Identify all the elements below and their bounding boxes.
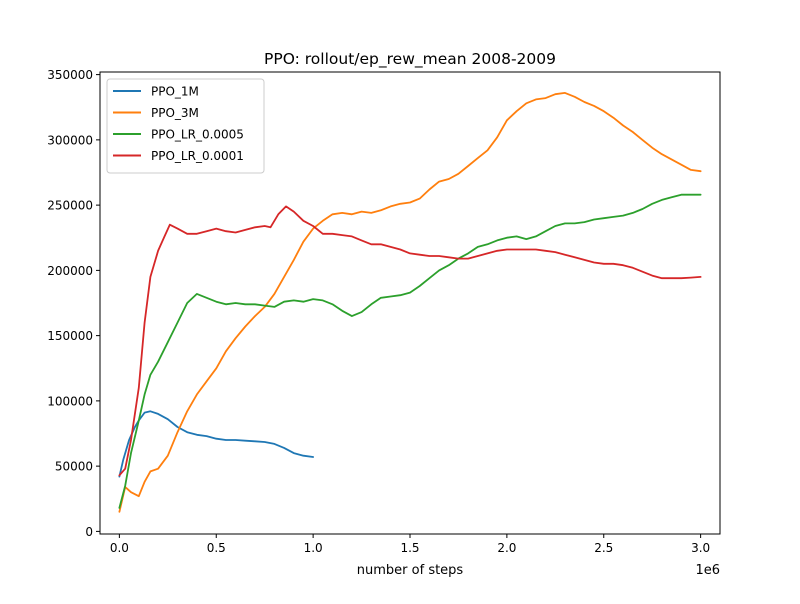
x-tick-label: 1.5	[400, 541, 419, 555]
x-tick-label: 0.0	[110, 541, 129, 555]
series-line-3	[118, 193, 702, 509]
legend-label: PPO_1M	[151, 85, 199, 99]
y-tick-label: 250000	[47, 199, 93, 213]
series-line-4	[118, 205, 702, 477]
x-tick-label: 2.0	[497, 541, 516, 555]
chart-title: PPO: rollout/ep_rew_mean 2008-2009	[264, 50, 556, 69]
x-tick-label: 0.5	[207, 541, 226, 555]
axes: 0.0 0.5 1.0 1.5 2.0 2.5 3.0 0 50000 100000 150000 2…	[47, 68, 710, 555]
y-tick-label: 150000	[47, 329, 93, 343]
y-tick-label: 300000	[47, 133, 93, 147]
series-line-2	[118, 92, 702, 513]
x-tick-label: 1.0	[304, 541, 323, 555]
axes-frame	[99, 71, 721, 535]
x-tick-label: 2.5	[594, 541, 613, 555]
x-axis-label: number of steps	[357, 563, 464, 578]
legend-label: PPO_LR_0.0001	[151, 149, 244, 163]
legend: PPO_1M PPO_3M PPO_LR_0.0005 PPO_LR_0.0001	[106, 78, 265, 174]
x-tick-label: 3.0	[691, 541, 710, 555]
legend-box	[106, 78, 265, 174]
y-tick-label: 350000	[47, 68, 93, 82]
y-tick-label: 50000	[55, 460, 93, 474]
plot-area	[118, 92, 702, 513]
legend-label: PPO_3M	[151, 106, 199, 120]
legend-label: PPO_LR_0.0005	[151, 128, 244, 142]
y-tick-label: 200000	[47, 264, 93, 278]
y-tick-label: 0	[85, 525, 93, 539]
y-tick-label: 100000	[47, 394, 93, 408]
x-axis-offset-label: 1e6	[695, 563, 720, 578]
